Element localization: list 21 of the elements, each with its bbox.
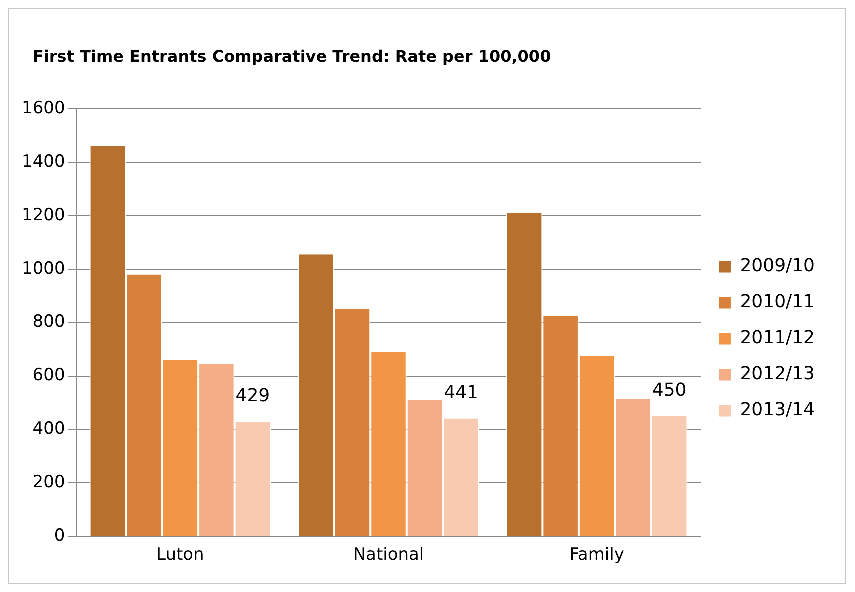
y-tick-label: 1600: [22, 98, 66, 118]
y-tick-label: 400: [32, 419, 66, 440]
legend-label: 2011/12: [740, 328, 816, 349]
x-tick-label: Luton: [156, 545, 204, 566]
data-label: 441: [444, 382, 478, 404]
x-tick-label: Family: [570, 545, 624, 566]
y-tick-label: 0: [54, 526, 66, 546]
y-tick-label: 600: [32, 366, 66, 386]
x-tick-label: National: [353, 545, 424, 566]
y-tick-label: 1000: [22, 258, 66, 279]
legend-label: 2009/10: [740, 256, 816, 277]
y-tick-label: 1200: [22, 205, 66, 226]
data-label: 429: [236, 386, 270, 407]
chart-title: First Time Entrants Comparative Trend: Rate per 100,000: [33, 47, 552, 66]
legend-label: 2010/11: [740, 292, 816, 313]
y-tick-label: 1400: [22, 152, 66, 172]
y-tick-label: 800: [32, 312, 66, 332]
legend-label: 2012/13: [740, 364, 816, 385]
data-label: 450: [652, 380, 687, 402]
legend-label: 2013/14: [740, 400, 816, 421]
y-tick-label: 200: [32, 472, 66, 493]
